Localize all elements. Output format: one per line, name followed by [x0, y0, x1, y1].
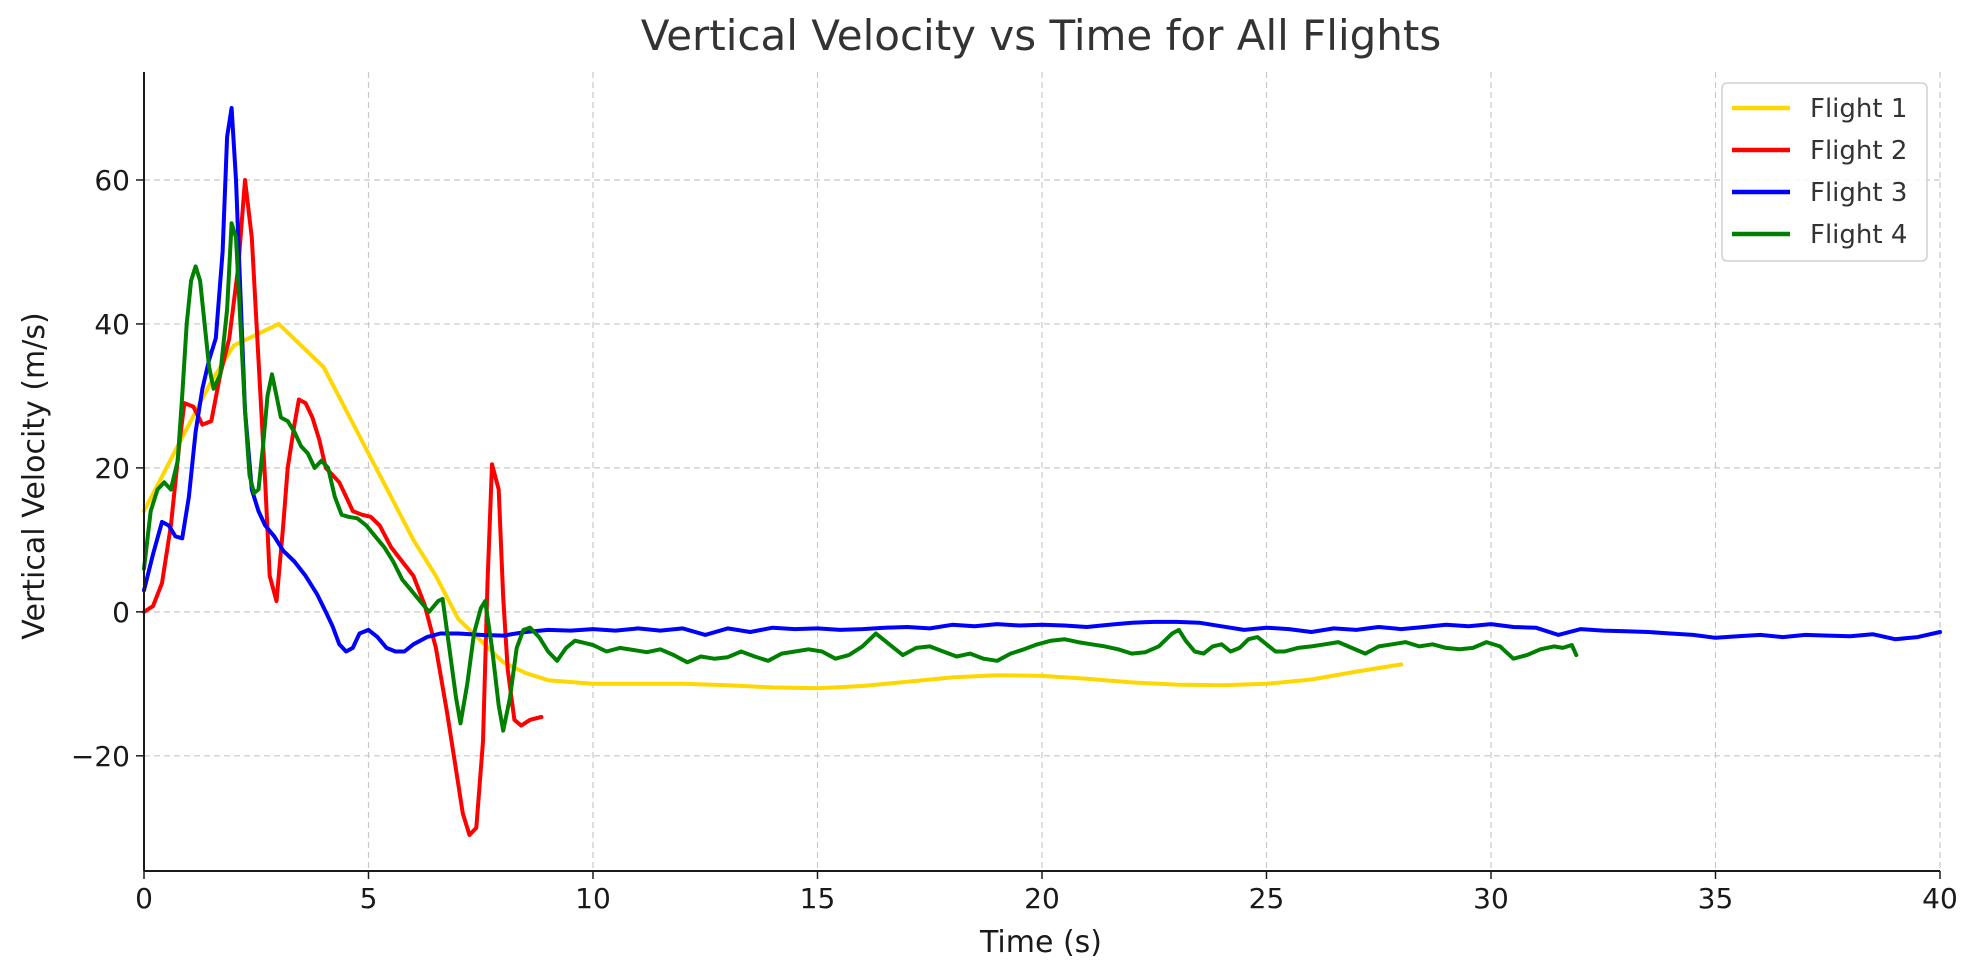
legend-label-flight-1: Flight 1 [1810, 94, 1907, 124]
y-tick-label-4: 60 [94, 164, 130, 197]
grid-lines [143, 72, 1941, 871]
series-line-flight-3 [142, 106, 1942, 654]
x-tick-label-7: 35 [1698, 882, 1734, 915]
y-tick-label-1: 0 [112, 596, 130, 629]
x-tick-label-5: 25 [1249, 882, 1285, 915]
chart-title: Vertical Velocity vs Time for All Flight… [641, 11, 1442, 60]
x-axis-ticks: 0 5 10 15 20 25 30 35 40 [135, 871, 1958, 915]
x-tick-label-8: 40 [1922, 882, 1958, 915]
legend: Flight 1 Flight 2 Flight 3 Flight 4 [1721, 82, 1928, 262]
legend-label-flight-4: Flight 4 [1810, 220, 1907, 250]
legend-box [1721, 82, 1928, 262]
x-tick-label-3: 15 [800, 882, 836, 915]
x-tick-label-4: 20 [1024, 882, 1060, 915]
x-tick-label-1: 5 [360, 882, 378, 915]
series-line-flight-2 [142, 178, 544, 837]
y-tick-label-3: 40 [94, 308, 130, 341]
x-tick-label-2: 10 [575, 882, 611, 915]
y-axis-ticks: −20 0 20 40 60 [71, 164, 144, 773]
axes [143, 72, 1940, 872]
x-tick-label-0: 0 [135, 882, 153, 915]
y-tick-label-0: −20 [71, 740, 130, 773]
series-line-flight-1 [142, 321, 1404, 691]
x-tick-label-6: 30 [1473, 882, 1509, 915]
x-axis-label: Time (s) [979, 925, 1102, 960]
y-axis-label: Vertical Velocity (m/s) [17, 312, 52, 639]
y-tick-label-2: 20 [94, 452, 130, 485]
series-lines [142, 106, 1942, 837]
legend-label-flight-2: Flight 2 [1810, 136, 1907, 166]
series-line-flight-4 [142, 221, 1579, 733]
legend-label-flight-3: Flight 3 [1810, 178, 1907, 208]
